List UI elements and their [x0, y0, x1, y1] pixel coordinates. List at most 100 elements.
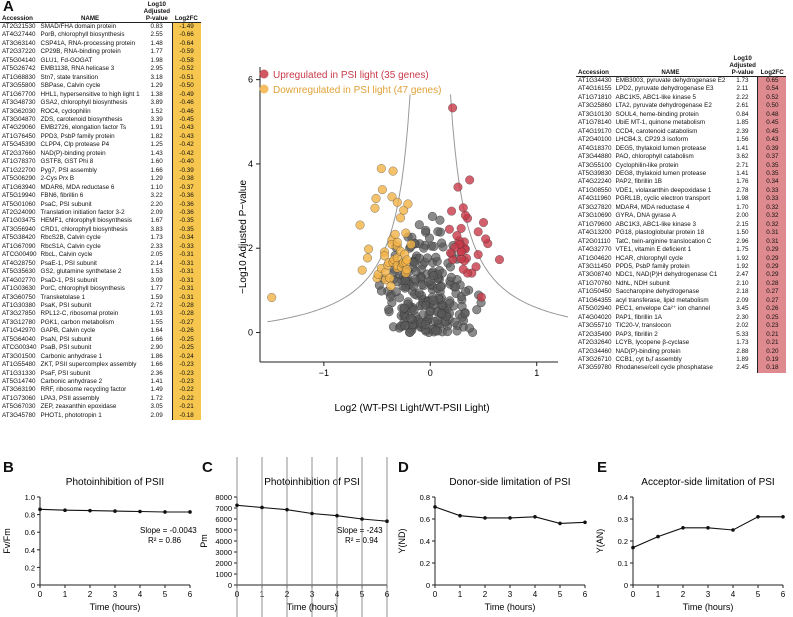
volcano-point-down — [371, 194, 381, 203]
table-row: AT3G48730 GSA2, chlorophyll biosynthesis 3… — [0, 99, 201, 108]
name-cell: CCD4, carotenoid catabolism — [615, 127, 698, 135]
pvalue-cell: 2.09 — [150, 411, 163, 419]
log2fc-cell: 0.45 — [757, 119, 787, 128]
data-point — [558, 521, 562, 526]
table-row: AT2G40100 LHCB4.3, CP29.3 isoform 1.56 0.43 — [576, 136, 787, 145]
log2fc-cell: -0.36 — [171, 208, 201, 218]
volcano-point-down — [402, 265, 412, 275]
pvalue-cell: 2.61 — [736, 102, 749, 110]
table-row: AT4G28750 PsaE-1, PSI subunit 2.14 -0.31 — [0, 259, 201, 269]
log2fc-cell: -0.40 — [171, 158, 201, 167]
y-tick-label: 3000 — [215, 548, 232, 557]
x-axis-label: Time (hours) — [683, 602, 734, 612]
volcano-point-down — [355, 220, 365, 230]
accession-cell: AT4G29060 — [2, 124, 36, 132]
name-cell: GLU1, Fd-GOGAT — [40, 56, 93, 64]
x-tick-label: 1 — [63, 590, 68, 599]
pvalue-cell: 3.45 — [736, 305, 749, 313]
pvalue-cell: 1.98 — [150, 56, 163, 64]
table-row: AT3G55710 TIC20-V, translocon 2.02 0.23 — [576, 322, 787, 331]
pvalue-cell: 2.11 — [736, 85, 749, 93]
log2fc-cell: -0.31 — [171, 251, 201, 260]
volcano-point-up — [495, 255, 504, 265]
pvalue-cell: 2.15 — [736, 220, 749, 228]
log2fc-cell: -0.31 — [171, 276, 201, 286]
table-row: AT4G22240 PAP2, fibrillin 1B 1.76 0.34 — [576, 178, 787, 187]
accession-cell: AT1G70760 — [578, 279, 612, 287]
header-pvalue-line3: P-value — [145, 15, 168, 22]
volcano-point-up — [447, 206, 457, 216]
accession-cell: AT2G35490 — [578, 330, 612, 338]
data-point — [188, 510, 192, 514]
log2fc-cell: 0.28 — [757, 279, 787, 289]
accession-cell: AT1G30380 — [2, 301, 36, 309]
name-cell: EMB2726, elongation factor Ts — [40, 124, 127, 132]
volcano-point-ns — [400, 321, 410, 331]
name-cell: UbiE MT-1, quinone metabolism — [615, 119, 706, 127]
y-tick-label: 0 — [426, 581, 430, 590]
header-name: NAME — [613, 55, 728, 77]
pvalue-cell: 2.05 — [150, 251, 163, 259]
accession-cell: AT1G55480 — [2, 361, 36, 369]
accession-cell: AT1G63940 — [2, 183, 36, 191]
pvalue-cell: 2.20 — [150, 200, 163, 208]
pvalue-cell: 1.73 — [736, 77, 749, 84]
accession-cell: AT3G62030 — [2, 107, 36, 115]
log2fc-cell: -0.28 — [171, 301, 201, 311]
pvalue-cell: 1.66 — [150, 335, 163, 343]
volcano-point-ns — [460, 287, 470, 297]
volcano-point-down — [401, 228, 411, 238]
volcano-point-up — [456, 223, 466, 233]
table-row: AT3G59780 Rhodanese/cell cycle phosphatas… — [576, 364, 787, 373]
accession-cell: AT2G37660 — [2, 149, 36, 157]
accession-cell: AT5G14740 — [2, 378, 36, 386]
name-cell: HEMF1, chlorophyll biosynthesis — [40, 217, 132, 225]
table-row: AT1G67700 HHL1, hypersensitive to high li… — [0, 90, 201, 100]
accession-cell: AT2G40100 — [578, 136, 612, 144]
log2fc-cell: -0.31 — [171, 268, 201, 277]
volcano-point-down — [387, 192, 397, 202]
data-point — [731, 528, 735, 532]
pvalue-cell: 1.93 — [150, 310, 163, 318]
accession-cell: AT3G10130 — [578, 110, 612, 118]
pvalue-cell: 2.47 — [736, 271, 749, 279]
table-row: AT4G27440 PorB, chlorophyll biosynthesis 2… — [0, 31, 201, 40]
volcano-point-up — [476, 292, 486, 302]
table-row: AT1G31330 PsaF, PSI subunit 2.36 -0.23 — [0, 369, 201, 379]
volcano-plot: −1 0 1 0 2 4 6 Upregulated in PSI light (35 ge… — [238, 67, 568, 414]
table-row: AT1G63940 MDAR6, MDA reductase 6 1.10 -0.37 — [0, 183, 201, 193]
accession-cell: AT1G71810 — [578, 93, 612, 101]
name-cell: PsaN, PSI subunit — [40, 335, 92, 343]
legend-down-label: Downregulated in PSI light (47 genes) — [273, 85, 441, 96]
table-row: AT3G55800 SBPase, Calvin cycle 1.29 -0.50 — [0, 82, 201, 91]
accession-cell: AT4G16155 — [578, 85, 612, 93]
log2fc-cell: 0.29 — [757, 262, 787, 272]
volcano-point-down — [385, 273, 395, 283]
log2fc-cell: 0.27 — [757, 288, 787, 297]
y-tick-label: 0 — [228, 581, 232, 590]
table-row: AT3G08740 NDC1, NAD(P)H dehydrogenase C1 2… — [576, 271, 787, 280]
pvalue-cell: 2.02 — [736, 322, 749, 330]
log2fc-cell: -0.43 — [171, 132, 201, 142]
x-tick-label: 1 — [656, 590, 661, 599]
volcano-point-up — [479, 218, 488, 227]
volcano-point-down — [376, 164, 386, 174]
volcano-point-ns — [425, 306, 435, 316]
pvalue-cell: 1.48 — [150, 39, 163, 47]
volcano-points — [267, 103, 504, 337]
table-row: AT3G25860 LTA2, pyruvate dehydrogenase E2… — [576, 102, 787, 111]
table-row: AT4G19170 CCD4, carotenoid catabolism 2.39… — [576, 127, 787, 137]
name-cell: PAP3, fibrillin 2 — [615, 330, 658, 338]
table-row: AT5G14740 Carbonic anhydrase 2 1.41 -0.23 — [0, 378, 201, 387]
volcano-point-up — [473, 250, 483, 259]
name-cell: HCAR, chlorophyll cycle — [615, 254, 684, 262]
log2fc-cell: -0.25 — [171, 335, 201, 345]
pvalue-cell: 1.66 — [150, 361, 163, 369]
name-cell: VTE1, vitamin E deficient 1 — [615, 246, 692, 254]
volcano-point-ns — [427, 211, 437, 221]
log2fc-cell: 0.37 — [757, 153, 787, 162]
pvalue-cell: 2.30 — [736, 313, 749, 321]
pvalue-cell: 1.29 — [150, 82, 163, 90]
pvalue-cell: 1.82 — [150, 132, 163, 140]
log2fc-cell: 0.29 — [757, 246, 787, 255]
